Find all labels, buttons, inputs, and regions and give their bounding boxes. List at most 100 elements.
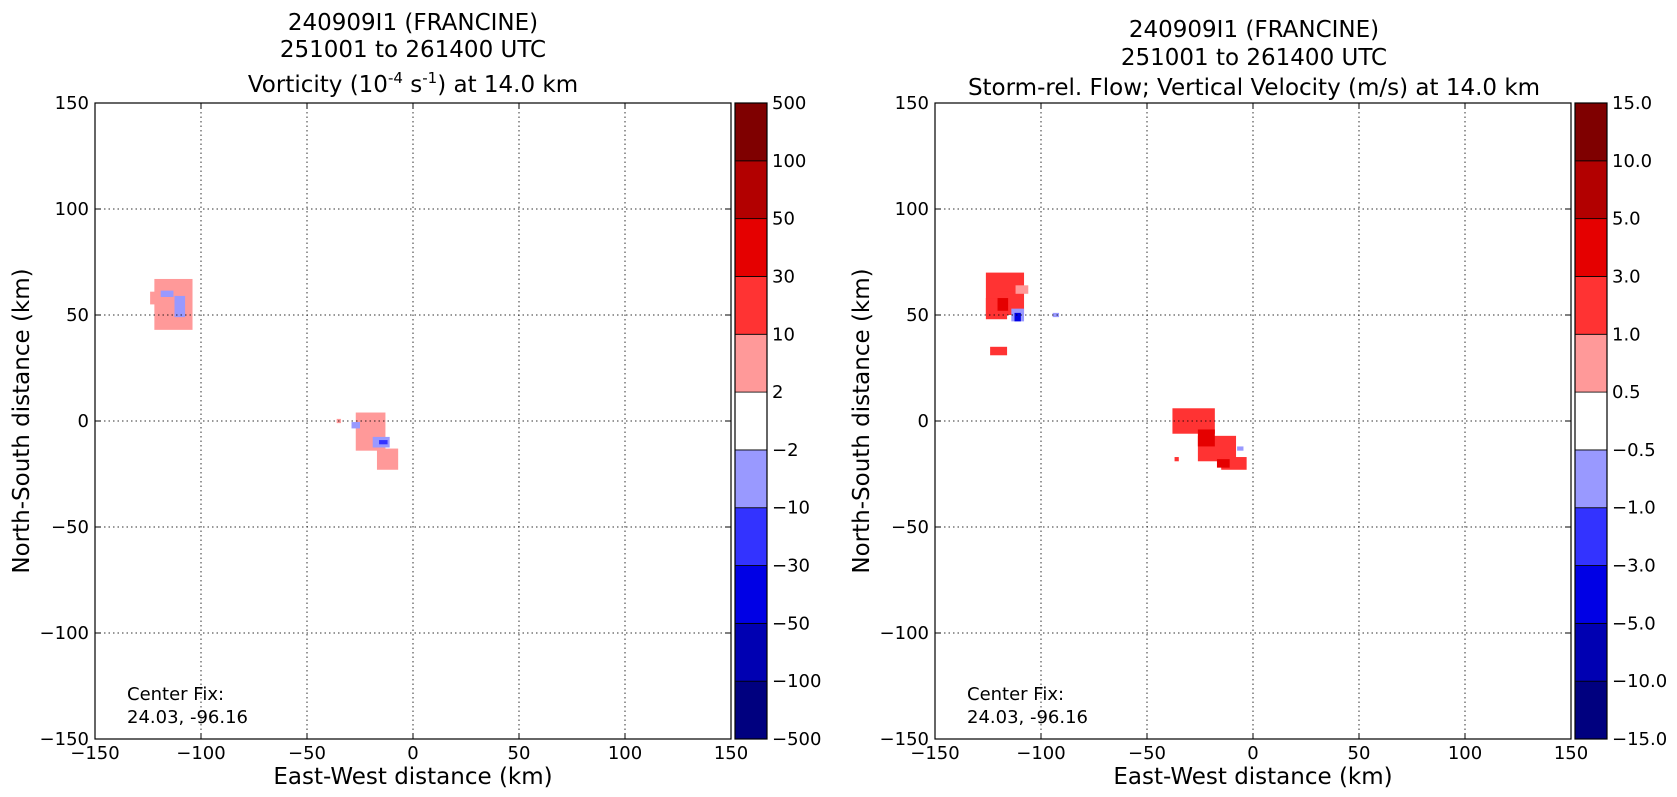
x-tick-label-4: 50 bbox=[1348, 743, 1371, 764]
colorbar-segment-4 bbox=[734, 449, 768, 509]
vorticity-title-sup-2: -1 bbox=[422, 69, 437, 87]
vorticity-title-line-1: 240909I1 (FRANCINE) bbox=[288, 10, 538, 36]
x-tick-label-4: 50 bbox=[508, 743, 531, 764]
colorbar-label-7: 1.0 bbox=[1612, 324, 1641, 345]
colorbar-label-5: −2 bbox=[772, 440, 799, 461]
y-tick-label-2: −50 bbox=[51, 517, 89, 538]
y-tick-label-1: −100 bbox=[40, 623, 89, 644]
velocity-center-fix-value: 24.03, -96.16 bbox=[967, 707, 1088, 728]
x-tick-label-3: 0 bbox=[1247, 743, 1258, 764]
y-tick-label-2: −50 bbox=[891, 517, 929, 538]
x-tick-label-1: −100 bbox=[1016, 743, 1065, 764]
colorbar-label-6: 2 bbox=[772, 382, 783, 403]
vorticity-title-suffix: ) at 14.0 km bbox=[437, 72, 578, 98]
colorbar-segment-3 bbox=[734, 507, 768, 566]
y-tick-label-4: 50 bbox=[906, 305, 929, 326]
colorbar-label-1: −10.0 bbox=[1612, 671, 1667, 692]
colorbar-label-8: 3.0 bbox=[1612, 266, 1641, 287]
vertical-velocity-panel: 240909I1 (FRANCINE) 251001 to 261400 UTC… bbox=[849, 17, 1667, 790]
feature-patch-3 bbox=[174, 295, 186, 318]
vorticity-title-sup-1: -4 bbox=[388, 69, 403, 87]
colorbar-segment-4 bbox=[1574, 449, 1608, 509]
x-tick-label-2: −50 bbox=[288, 743, 326, 764]
colorbar-segment-0 bbox=[1574, 680, 1608, 740]
x-tick-label-2: −50 bbox=[1128, 743, 1166, 764]
feature-patch-7 bbox=[1014, 312, 1021, 322]
y-tick-label-6: 150 bbox=[895, 93, 929, 114]
y-tick-label-1: −100 bbox=[880, 623, 929, 644]
vorticity-y-axis-label: North-South distance (km) bbox=[9, 268, 35, 573]
x-tick-label-5: 100 bbox=[608, 743, 642, 764]
colorbar-segment-7 bbox=[734, 276, 768, 335]
feature-patch-7 bbox=[351, 422, 360, 429]
feature-patch-3 bbox=[990, 346, 1008, 356]
colorbar-label-9: 50 bbox=[772, 209, 795, 230]
x-tick-label-5: 100 bbox=[1448, 743, 1482, 764]
colorbar-label-6: 0.5 bbox=[1612, 382, 1641, 403]
velocity-center-fix-label: Center Fix: bbox=[967, 684, 1064, 705]
feature-patch-2 bbox=[998, 274, 1020, 292]
colorbar-label-0: −500 bbox=[772, 729, 821, 750]
colorbar-segment-7 bbox=[1574, 276, 1608, 335]
colorbar-label-0: −15.0 bbox=[1612, 729, 1667, 750]
colorbar-segment-2 bbox=[1574, 565, 1608, 624]
colorbar-frame bbox=[1574, 102, 1608, 740]
colorbar-segment-2 bbox=[734, 565, 768, 624]
colorbar-segment-10 bbox=[1574, 102, 1608, 162]
velocity-x-axis-label: East-West distance (km) bbox=[1113, 764, 1392, 790]
velocity-plot-area bbox=[935, 103, 1571, 739]
feature-patch-13 bbox=[1216, 459, 1230, 468]
colorbar-segment-9 bbox=[734, 160, 768, 220]
colorbar-label-4: −10 bbox=[772, 498, 810, 519]
colorbar-label-3: −30 bbox=[772, 556, 810, 577]
vorticity-center-fix-label: Center Fix: bbox=[127, 684, 224, 705]
colorbar-segment-8 bbox=[1574, 218, 1608, 277]
colorbar-label-10: 10.0 bbox=[1612, 151, 1652, 172]
colorbar-label-5: −0.5 bbox=[1612, 440, 1656, 461]
feature-patch-8 bbox=[379, 440, 388, 445]
colorbar-segment-10 bbox=[734, 102, 768, 162]
feature-patch-14 bbox=[1174, 457, 1179, 462]
feature-patch-8 bbox=[1052, 312, 1060, 318]
feature-patch-15 bbox=[1237, 446, 1244, 451]
colorbar-frame bbox=[734, 102, 768, 740]
feature-patch-5 bbox=[376, 448, 399, 470]
x-tick-label-1: −100 bbox=[176, 743, 225, 764]
vorticity-panel: 240909I1 (FRANCINE) 251001 to 261400 UTC… bbox=[9, 10, 821, 790]
velocity-x-ticks: −150 −100 −50 0 50 100 150 bbox=[910, 103, 1588, 764]
feature-patch-2 bbox=[160, 290, 174, 297]
velocity-features bbox=[985, 272, 1247, 470]
vorticity-colorbar: −500 −100 −50 −30 −10 −2 2 10 30 50 100 500 bbox=[734, 93, 821, 750]
velocity-y-ticks: −150 −100 −50 0 50 100 150 bbox=[880, 93, 1571, 750]
colorbar-label-7: 10 bbox=[772, 324, 795, 345]
colorbar-segment-5 bbox=[1574, 391, 1608, 451]
feature-patch-4 bbox=[997, 298, 1009, 311]
colorbar-segment-8 bbox=[734, 218, 768, 277]
colorbar-label-2: −5.0 bbox=[1612, 613, 1656, 634]
x-tick-label-6: 150 bbox=[714, 743, 748, 764]
colorbar-segment-0 bbox=[734, 680, 768, 740]
velocity-title-line-3: Storm-rel. Flow; Vertical Velocity (m/s)… bbox=[968, 75, 1540, 101]
feature-patch-12 bbox=[1197, 429, 1215, 447]
vorticity-features bbox=[150, 278, 399, 470]
colorbar-label-1: −100 bbox=[772, 671, 821, 692]
x-tick-label-0: −150 bbox=[70, 743, 119, 764]
vorticity-title-mid: s bbox=[403, 72, 422, 98]
y-tick-label-0: −150 bbox=[880, 729, 929, 750]
colorbar-label-3: −3.0 bbox=[1612, 556, 1656, 577]
colorbar-label-11: 500 bbox=[772, 93, 806, 114]
feature-patch-1 bbox=[150, 291, 163, 305]
y-tick-label-4: 50 bbox=[66, 305, 89, 326]
y-tick-label-6: 150 bbox=[55, 93, 89, 114]
vorticity-y-ticks: −150 −100 −50 0 50 100 150 bbox=[40, 93, 731, 750]
vorticity-x-axis-label: East-West distance (km) bbox=[273, 764, 552, 790]
colorbar-segment-1 bbox=[734, 622, 768, 682]
x-tick-label-0: −150 bbox=[910, 743, 959, 764]
colorbar-segment-6 bbox=[734, 333, 768, 393]
y-tick-label-3: 0 bbox=[918, 411, 929, 432]
colorbar-label-2: −50 bbox=[772, 613, 810, 634]
colorbar-segment-9 bbox=[1574, 160, 1608, 220]
vorticity-center-fix-value: 24.03, -96.16 bbox=[127, 707, 248, 728]
y-tick-label-0: −150 bbox=[40, 729, 89, 750]
vorticity-title-line-3: Vorticity (10-4 s-1) at 14.0 km bbox=[248, 69, 578, 98]
